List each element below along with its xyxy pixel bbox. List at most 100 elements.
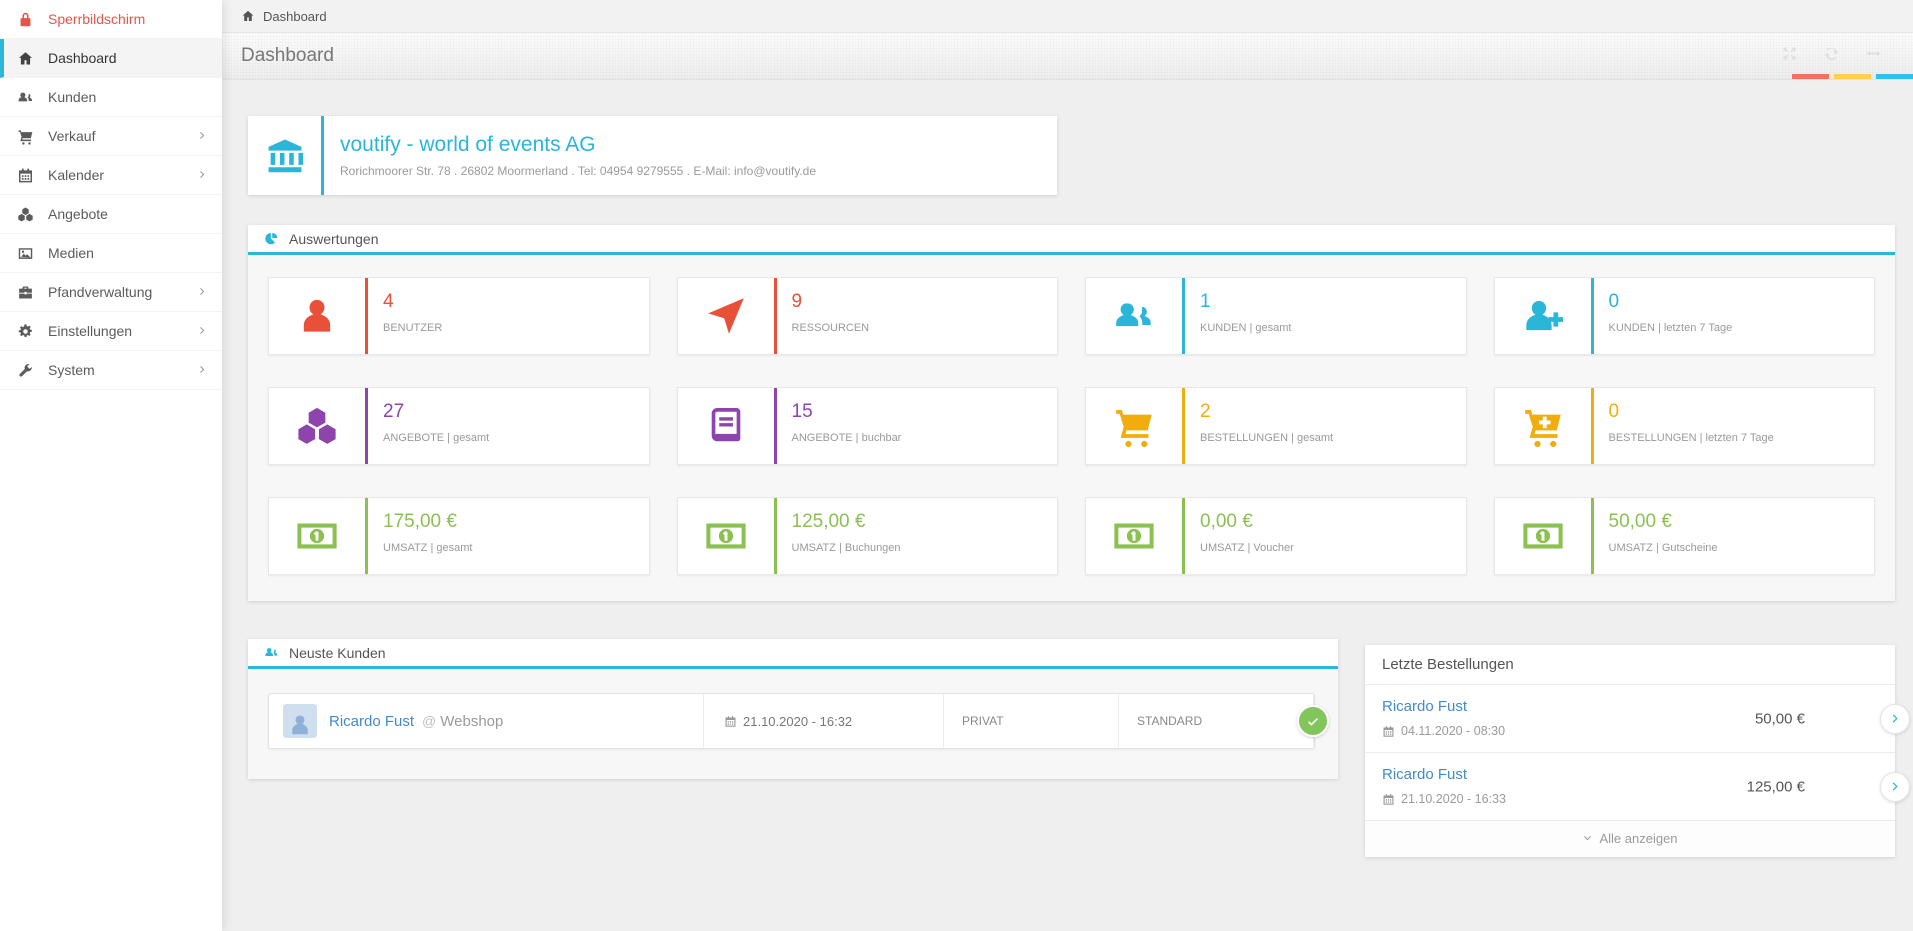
stat-value: 1 bbox=[1200, 291, 1211, 312]
calendar-icon bbox=[1382, 793, 1395, 806]
sidebar-item-kunden[interactable]: Kunden bbox=[0, 78, 222, 117]
order-detail-button[interactable] bbox=[1880, 771, 1910, 802]
tile-accent-bar bbox=[1182, 498, 1185, 574]
sidebar-item-verkauf[interactable]: Verkauf bbox=[0, 117, 222, 156]
location-arrow-icon bbox=[678, 278, 774, 354]
stat-tile-bestellungen-gesamt: 2 BESTELLUNGEN | gesamt bbox=[1085, 387, 1467, 465]
users-icon bbox=[17, 89, 37, 106]
pie-chart-icon bbox=[264, 231, 279, 246]
page-header: Dashboard bbox=[222, 33, 1913, 80]
order-date: 21.10.2020 - 16:33 bbox=[1401, 792, 1506, 806]
stat-label: BESTELLUNGEN | gesamt bbox=[1200, 432, 1334, 444]
tile-accent-bar bbox=[773, 278, 777, 354]
wrench-icon bbox=[17, 362, 37, 379]
order-row: Ricardo Fust 21.10.2020 - 16:33 125,00 € bbox=[1365, 753, 1910, 821]
stat-label: KUNDEN | gesamt bbox=[1200, 322, 1292, 334]
stat-tile-umsatz-voucher: 0,00 € UMSATZ | Voucher bbox=[1085, 497, 1467, 575]
company-details: Rorichmoorer Str. 78 . 26802 Moormerland… bbox=[340, 164, 816, 178]
order-detail-button[interactable] bbox=[1880, 703, 1910, 734]
tile-accent-bar bbox=[1590, 388, 1594, 464]
cubes-icon bbox=[17, 206, 37, 223]
sidebar-item-label: Pfandverwaltung bbox=[48, 284, 153, 300]
at-sign: @ bbox=[422, 713, 437, 729]
order-date: 04.11.2020 - 08:30 bbox=[1401, 724, 1506, 738]
orders-panel-title: Letzte Bestellungen bbox=[1382, 656, 1514, 673]
sidebar-item-pfandverwaltung[interactable]: Pfandverwaltung bbox=[0, 273, 222, 312]
sidebar-item-label: Angebote bbox=[48, 206, 108, 222]
avatar bbox=[283, 704, 317, 738]
tile-accent-bar bbox=[1182, 278, 1185, 354]
tile-accent-bar bbox=[1182, 388, 1185, 464]
company-info: voutify - world of events AG Rorichmoore… bbox=[324, 116, 816, 195]
stat-tile-angebote-buchbar: 15 ANGEBOTE | buchbar bbox=[676, 387, 1058, 465]
stat-label: UMSATZ | Voucher bbox=[1200, 542, 1294, 554]
customer-name-cell: Ricardo Fust @ Webshop bbox=[269, 694, 704, 748]
cubes-icon bbox=[269, 388, 365, 464]
home-icon bbox=[241, 9, 255, 23]
order-customer-link[interactable]: Ricardo Fust bbox=[1382, 766, 1468, 783]
collapse-icon[interactable] bbox=[1865, 45, 1882, 67]
stat-value: 175,00 € bbox=[383, 511, 457, 532]
customer-name-link[interactable]: Ricardo Fust bbox=[329, 712, 415, 730]
stats-panel: Auswertungen 4 BENUTZER 9 RESSOURCEN bbox=[248, 225, 1895, 601]
money-icon bbox=[269, 498, 365, 574]
stat-label: UMSATZ | Gutscheine bbox=[1608, 542, 1718, 554]
user-icon bbox=[269, 278, 365, 354]
customer-row: Ricardo Fust @ Webshop 21.10.2020 - 16:3… bbox=[268, 693, 1329, 749]
sidebar-item-system[interactable]: System bbox=[0, 351, 222, 390]
archive-icon bbox=[17, 284, 37, 301]
show-all-label: Alle anzeigen bbox=[1599, 831, 1678, 846]
money-icon bbox=[1495, 498, 1591, 574]
cart-icon bbox=[17, 128, 37, 145]
stat-tile-angebote-gesamt: 27 ANGEBOTE | gesamt bbox=[268, 387, 650, 465]
status-badge bbox=[1297, 705, 1329, 737]
customer-date-cell: 21.10.2020 - 16:32 bbox=[704, 694, 944, 748]
sidebar-item-kalender[interactable]: Kalender bbox=[0, 156, 222, 195]
stat-label: UMSATZ | Buchungen bbox=[791, 542, 901, 554]
sidebar-item-label: Kunden bbox=[48, 89, 97, 105]
sidebar-item-angebote[interactable]: Angebote bbox=[0, 195, 222, 234]
stat-tile-kunden-gesamt: 1 KUNDEN | gesamt bbox=[1085, 277, 1467, 355]
customer-channel: Webshop bbox=[440, 712, 504, 730]
calendar-icon bbox=[724, 715, 737, 728]
order-date-row: 21.10.2020 - 16:33 bbox=[1382, 792, 1878, 806]
customers-panel-header: Neuste Kunden bbox=[248, 639, 1338, 669]
stat-tile-bestellungen-7tage: 0 BESTELLUNGEN | letzten 7 Tage bbox=[1493, 387, 1875, 465]
stat-tile-umsatz-gutscheine: 50,00 € UMSATZ | Gutscheine bbox=[1493, 497, 1875, 575]
sidebar-item-sperrbildschirm[interactable]: Sperrbildschirm bbox=[0, 0, 222, 39]
customers-panel-title: Neuste Kunden bbox=[289, 644, 386, 661]
stats-panel-header: Auswertungen bbox=[248, 225, 1895, 255]
sidebar-item-medien[interactable]: Medien bbox=[0, 234, 222, 273]
company-card: voutify - world of events AG Rorichmoore… bbox=[248, 116, 1057, 195]
sidebar-item-einstellungen[interactable]: Einstellungen bbox=[0, 312, 222, 351]
stats-panel-title: Auswertungen bbox=[289, 230, 379, 247]
chevron-right-icon bbox=[197, 284, 208, 300]
refresh-icon[interactable] bbox=[1823, 45, 1840, 67]
order-amount: 50,00 € bbox=[1754, 710, 1805, 727]
sidebar-item-label: Einstellungen bbox=[48, 323, 133, 339]
tile-accent-bar bbox=[365, 388, 368, 464]
stat-label: UMSATZ | gesamt bbox=[383, 542, 473, 554]
show-all-button[interactable]: Alle anzeigen bbox=[1365, 821, 1895, 857]
breadcrumb-item[interactable]: Dashboard bbox=[263, 8, 327, 24]
chevron-down-icon bbox=[1582, 833, 1593, 844]
main-area: Dashboard Dashboard voutify - world of bbox=[222, 0, 1913, 931]
money-icon bbox=[678, 498, 774, 574]
stat-label: RESSOURCEN bbox=[791, 322, 870, 334]
sidebar: Sperrbildschirm Dashboard Kunden Verkauf… bbox=[0, 0, 222, 931]
chevron-right-icon bbox=[197, 167, 208, 183]
stats-grid: 4 BENUTZER 9 RESSOURCEN 1 KUNDEN | gesamt bbox=[248, 255, 1895, 601]
order-customer-link[interactable]: Ricardo Fust bbox=[1382, 698, 1468, 715]
customers-panel: Neuste Kunden Ricardo Fust @ Webshop bbox=[248, 639, 1338, 779]
chevron-right-icon bbox=[1889, 712, 1902, 725]
fullscreen-icon[interactable] bbox=[1781, 45, 1798, 67]
sidebar-item-dashboard[interactable]: Dashboard bbox=[0, 39, 222, 78]
users-icon bbox=[264, 645, 279, 660]
sidebar-item-label: System bbox=[48, 362, 95, 378]
stat-value: 0 bbox=[1608, 291, 1620, 312]
stat-value: 125,00 € bbox=[791, 511, 866, 532]
order-amount: 125,00 € bbox=[1746, 778, 1805, 795]
tile-accent-bar bbox=[1590, 278, 1594, 354]
divider bbox=[321, 116, 324, 195]
